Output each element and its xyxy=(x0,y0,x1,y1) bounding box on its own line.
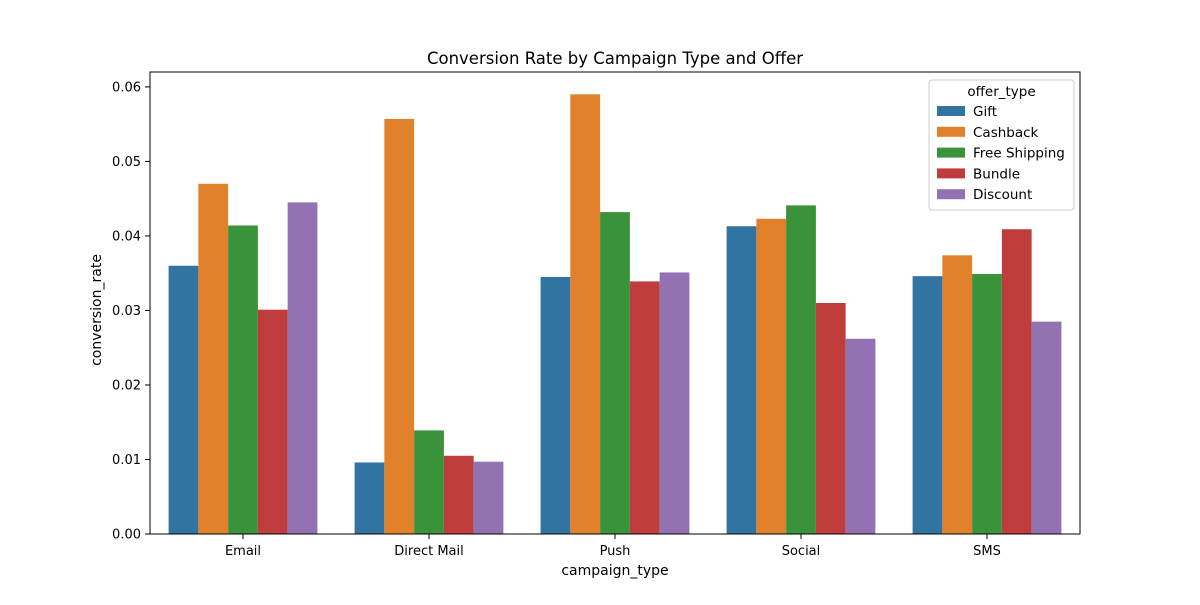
y-tick-label: 0.06 xyxy=(112,80,141,95)
bar-gift-push xyxy=(540,276,571,534)
bar-free-shipping-social xyxy=(786,205,816,534)
bar-cashback-sms xyxy=(942,255,973,534)
y-tick-label: 0.02 xyxy=(112,378,141,393)
bar-discount-email xyxy=(287,202,318,534)
bar-discount-sms xyxy=(1031,321,1062,534)
legend: offer_type Gift Cashback Free Shipping Bundl… xyxy=(928,79,1075,211)
x-tick-label: SMS xyxy=(973,544,1001,559)
y-tick-label: 0.03 xyxy=(112,304,141,319)
bar-bundle-social xyxy=(815,303,846,534)
bar-discount-push xyxy=(659,272,690,534)
bar-gift-email xyxy=(168,265,199,534)
legend-entry-gift: Gift xyxy=(973,104,997,120)
legend-entry-cashback: Cashback xyxy=(973,125,1039,141)
axes: 0.00 0.01 0.02 0.03 0.04 0.05 0.06 Email Direct … xyxy=(112,71,1081,559)
bar-free-shipping-push xyxy=(600,212,630,534)
bar-cashback-email xyxy=(198,183,229,534)
bar-free-shipping-direct-mail xyxy=(414,430,444,534)
x-tick-label: Direct Mail xyxy=(394,544,463,559)
x-tick-label: Push xyxy=(600,544,631,559)
legend-swatch-discount xyxy=(937,189,965,200)
bar-free-shipping-sms xyxy=(972,273,1002,534)
y-tick-label: 0.05 xyxy=(112,155,141,170)
legend-swatch-free-shipping xyxy=(937,147,965,158)
legend-swatch-gift xyxy=(937,106,965,116)
bar-cashback-direct-mail xyxy=(384,118,415,534)
legend-entry-discount: Discount xyxy=(973,187,1032,203)
x-axis-label: campaign_type xyxy=(561,563,668,579)
legend-swatch-cashback xyxy=(937,126,965,137)
bar-free-shipping-email xyxy=(228,225,258,534)
y-axis-label: conversion_rate xyxy=(89,254,105,366)
legend-swatch-bundle xyxy=(937,168,965,179)
y-tick-label: 0.04 xyxy=(112,229,141,244)
legend-entry-bundle: Bundle xyxy=(973,166,1020,182)
bar-bundle-email xyxy=(257,309,288,534)
plot-area xyxy=(168,94,1062,535)
bar-cashback-social xyxy=(756,218,787,535)
chart-title: Conversion Rate by Campaign Type and Off… xyxy=(427,49,803,68)
legend-entry-free-shipping: Free Shipping xyxy=(973,146,1065,162)
x-tick-label: Social xyxy=(782,544,821,559)
bar-gift-sms xyxy=(912,276,943,534)
bar-discount-direct-mail xyxy=(473,461,504,534)
bar-discount-social xyxy=(845,338,876,534)
y-tick-label: 0.00 xyxy=(112,528,141,543)
x-tick-label: Email xyxy=(225,544,261,559)
bar-cashback-push xyxy=(570,94,601,534)
legend-box xyxy=(928,79,1075,211)
y-tick-label: 0.01 xyxy=(112,453,141,468)
bar-gift-social xyxy=(726,226,757,534)
bar-bundle-sms xyxy=(1001,229,1032,535)
bar-bundle-direct-mail xyxy=(443,455,474,534)
bar-gift-direct-mail xyxy=(354,462,385,534)
bar-bundle-push xyxy=(629,281,660,534)
legend-title: offer_type xyxy=(967,84,1035,100)
